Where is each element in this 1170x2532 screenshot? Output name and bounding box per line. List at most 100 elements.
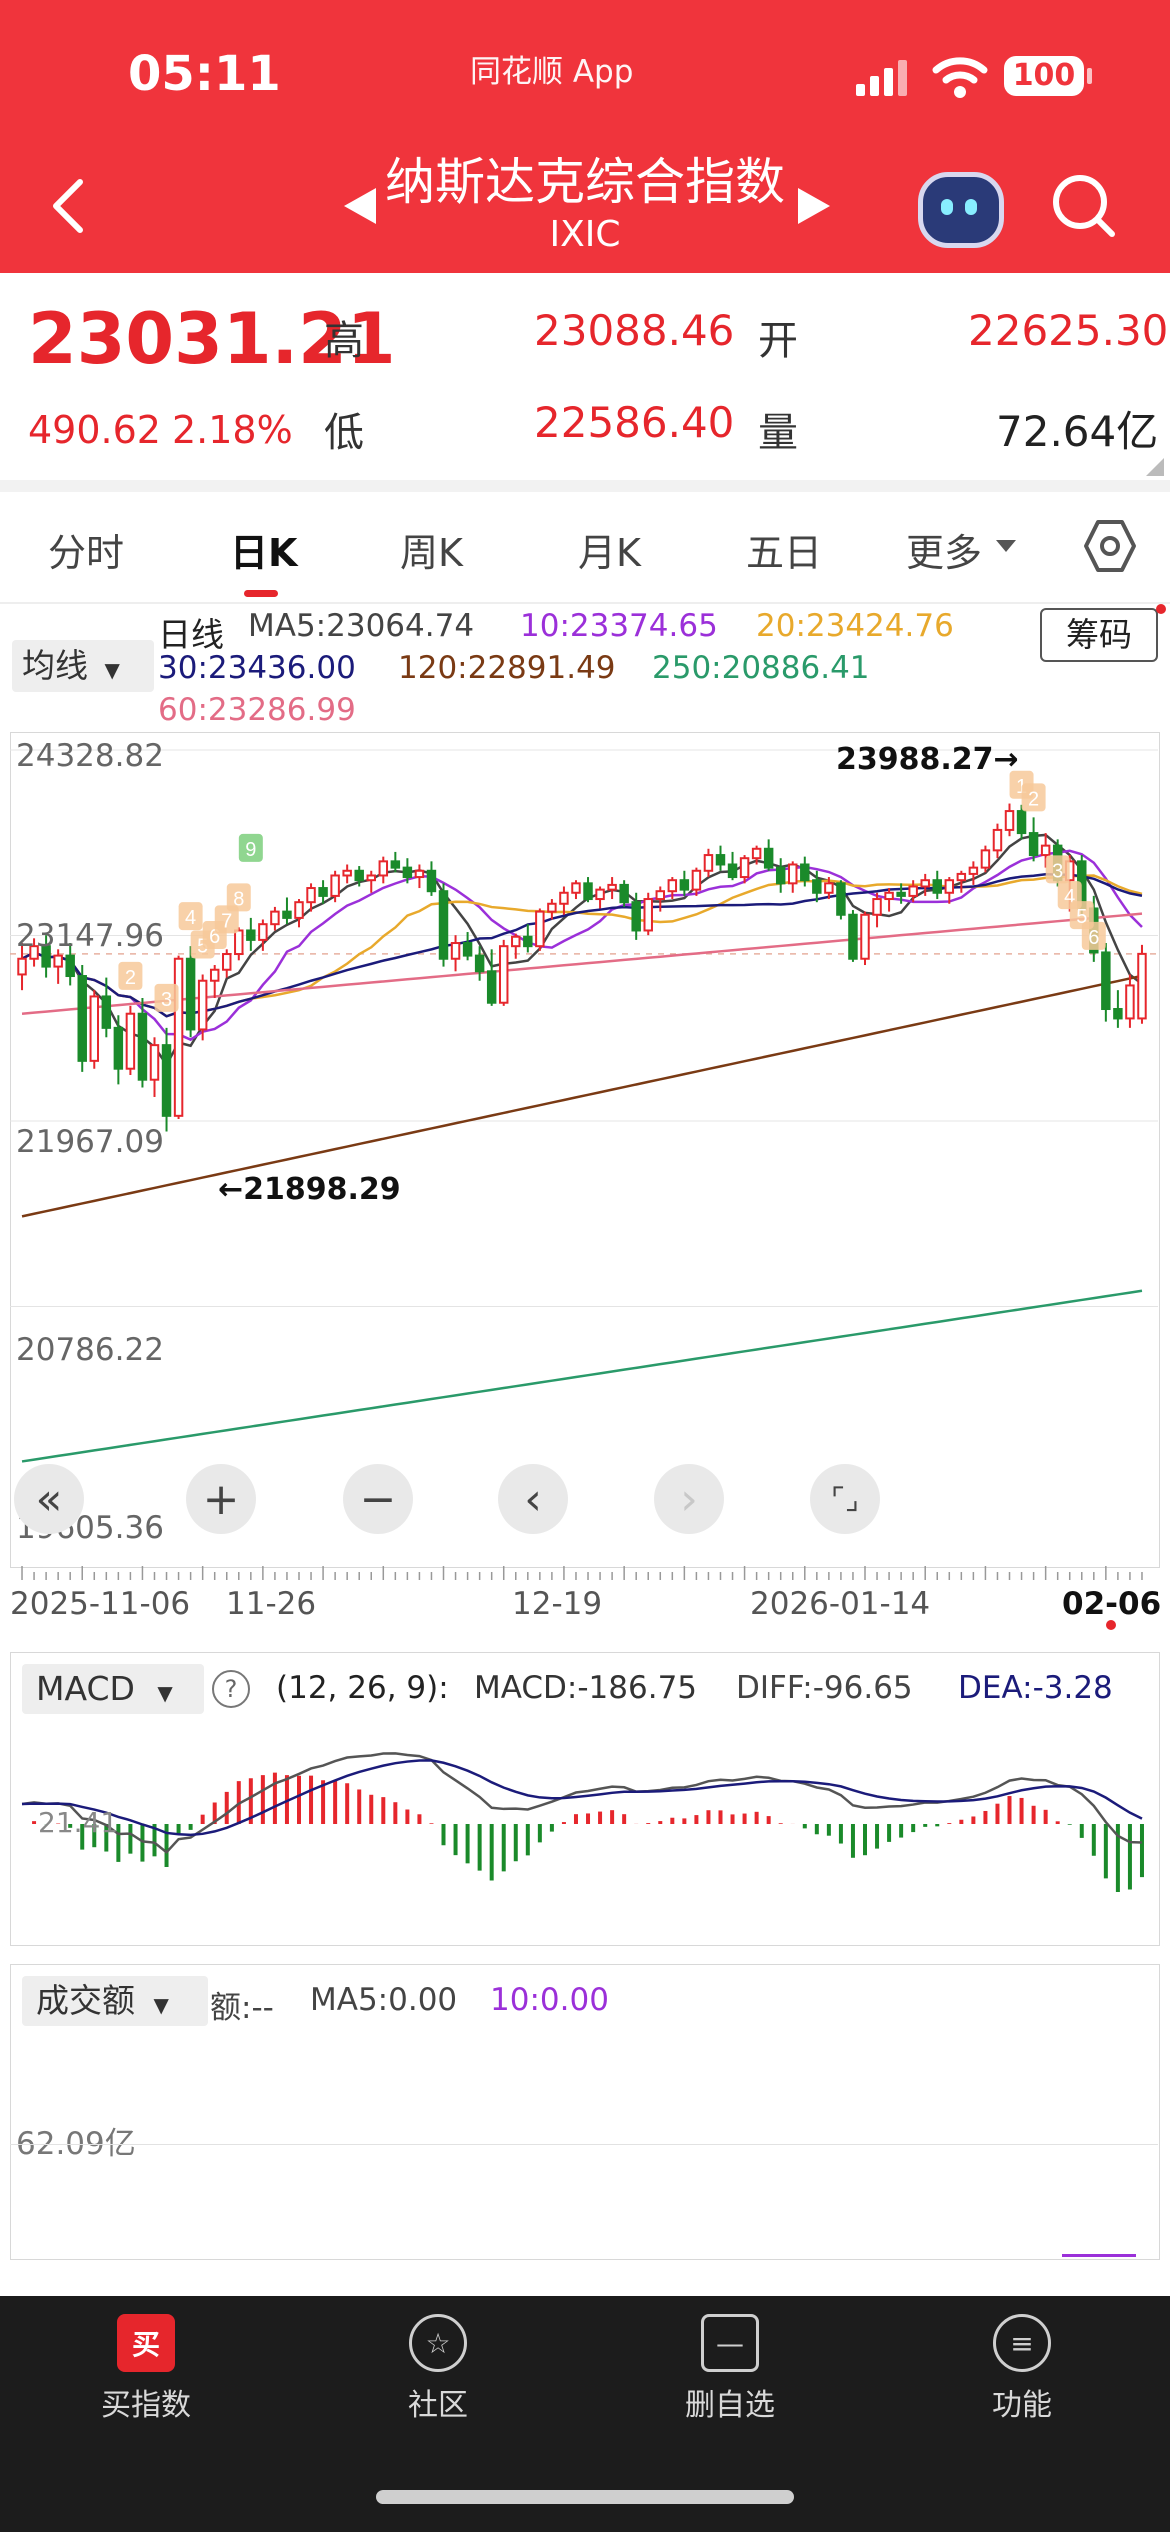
- back-icon[interactable]: [48, 176, 88, 236]
- page-subtitle: IXIC: [549, 214, 621, 255]
- candle-body: [498, 945, 509, 1004]
- candle-body: [547, 902, 557, 913]
- tab-monthly-k[interactable]: 月K: [578, 531, 641, 575]
- ma5-value: MA5:23064.74: [248, 608, 475, 644]
- candle-body: [438, 890, 449, 960]
- zoom-out-icon[interactable]: −: [343, 1464, 413, 1534]
- y-label-4: 20786.22: [16, 1332, 164, 1368]
- home-indicator[interactable]: [376, 2490, 794, 2504]
- candle-body: [1016, 810, 1027, 835]
- status-time: 05:11: [128, 46, 281, 102]
- nav-community-label: 社区: [408, 2388, 468, 2423]
- signal-badge: [1021, 783, 1046, 812]
- tab-weekly-k[interactable]: 周K: [400, 531, 463, 575]
- candle-body: [860, 913, 870, 960]
- low-value: 22586.40: [534, 398, 735, 447]
- robot-assistant-icon[interactable]: [918, 172, 1004, 248]
- candle-body: [1113, 1008, 1123, 1020]
- candle-body: [161, 1044, 172, 1117]
- candle-body: [607, 883, 617, 891]
- tab-more[interactable]: 更多: [906, 531, 983, 575]
- candle-body: [896, 891, 906, 897]
- collapse-left-icon[interactable]: «: [14, 1464, 84, 1534]
- signal-badge-number: 5: [197, 935, 208, 957]
- candle-body: [619, 883, 629, 904]
- turnover-gridline: [10, 2144, 1158, 2145]
- nav-community[interactable]: ☆ 社区: [348, 2300, 528, 2424]
- expand-corner-icon[interactable]: [1146, 458, 1164, 476]
- quote-divider: [0, 480, 1170, 492]
- ma30-value: 30:23436.00: [158, 650, 356, 686]
- ma60-value: 60:23286.99: [158, 692, 356, 728]
- scroll-left-icon[interactable]: ‹: [498, 1464, 568, 1534]
- turnover-panel: [10, 1964, 1160, 2260]
- tab-five-day[interactable]: 五日: [746, 531, 823, 575]
- macd-chart[interactable]: [10, 1718, 1158, 1942]
- candle-body: [956, 872, 967, 882]
- x-label-5: 02-06: [1062, 1586, 1162, 1622]
- macd-panel: [10, 1652, 1160, 1946]
- signal-badge-number: 8: [233, 888, 244, 910]
- candle-body: [679, 879, 690, 891]
- scroll-right-icon[interactable]: ›: [654, 1464, 724, 1534]
- candle-body: [739, 857, 750, 879]
- last-price: 23031.21: [28, 298, 396, 380]
- fullscreen-icon[interactable]: ⌜⌟: [810, 1464, 880, 1534]
- x-label-4: 2026-01-14: [750, 1586, 931, 1622]
- app-name: 同花顺 App: [470, 54, 634, 90]
- candle-body: [703, 854, 714, 872]
- signal-badge: [118, 961, 143, 990]
- indicator-select[interactable]: 均线 ▼: [12, 640, 154, 692]
- candle-body: [366, 874, 376, 882]
- wifi-icon: [932, 57, 988, 98]
- tab-daily-k[interactable]: 日K: [230, 531, 298, 575]
- search-icon[interactable]: [1050, 172, 1118, 240]
- candle-body: [65, 954, 75, 978]
- candle-body: [763, 847, 774, 869]
- nav-buy-index[interactable]: 买 买指数: [56, 2300, 236, 2424]
- candle-body: [836, 882, 846, 916]
- candle-body: [655, 890, 666, 901]
- signal-badge-number: 2: [1028, 788, 1039, 810]
- candle-body: [775, 866, 786, 885]
- candle-body: [173, 957, 184, 1117]
- max-price-annotation: 23988.27→: [836, 742, 1019, 777]
- macd-zero-label: 21.41: [38, 1806, 119, 1839]
- tab-intraday[interactable]: 分时: [48, 531, 125, 575]
- active-tab-indicator: [244, 590, 278, 597]
- settings-hexagon-icon[interactable]: [1082, 518, 1138, 574]
- diff-line: [21, 1752, 1143, 1854]
- chevron-down-icon: ▼: [104, 658, 120, 682]
- candle-body: [1125, 984, 1135, 1020]
- candle-body: [426, 869, 437, 893]
- signal-badge: [238, 833, 263, 862]
- candle-body: [691, 869, 702, 891]
- zoom-in-icon[interactable]: +: [186, 1464, 256, 1534]
- chip-distribution-button[interactable]: 筹码: [1040, 608, 1158, 662]
- candle-body: [583, 882, 593, 901]
- candle-body: [571, 882, 581, 894]
- candle-body: [474, 954, 485, 973]
- prev-index-icon[interactable]: [342, 186, 378, 226]
- macd-select[interactable]: MACD ▼: [22, 1664, 204, 1714]
- candle-body: [41, 945, 51, 968]
- candle-body: [17, 957, 27, 976]
- nav-remove-watchlist[interactable]: — 删自选: [640, 2300, 820, 2424]
- candle-body: [1004, 810, 1015, 831]
- candle-body: [535, 910, 545, 948]
- volume-label: 量: [758, 410, 798, 456]
- indicator-select-label: 均线: [22, 646, 88, 685]
- candle-body: [908, 885, 918, 897]
- candle-body: [89, 995, 100, 1062]
- macd-select-label: MACD: [36, 1669, 135, 1708]
- next-index-icon[interactable]: [796, 186, 832, 226]
- candle-body: [330, 874, 340, 897]
- turnover-select[interactable]: 成交额 ▼: [22, 1976, 208, 2026]
- help-icon[interactable]: ?: [212, 1670, 250, 1708]
- signal-badge-number: 2: [125, 967, 136, 989]
- candle-body: [29, 945, 39, 960]
- nav-functions[interactable]: ≡ 功能: [932, 2300, 1112, 2424]
- open-value: 22625.30: [968, 306, 1169, 355]
- candle-body: [462, 942, 473, 957]
